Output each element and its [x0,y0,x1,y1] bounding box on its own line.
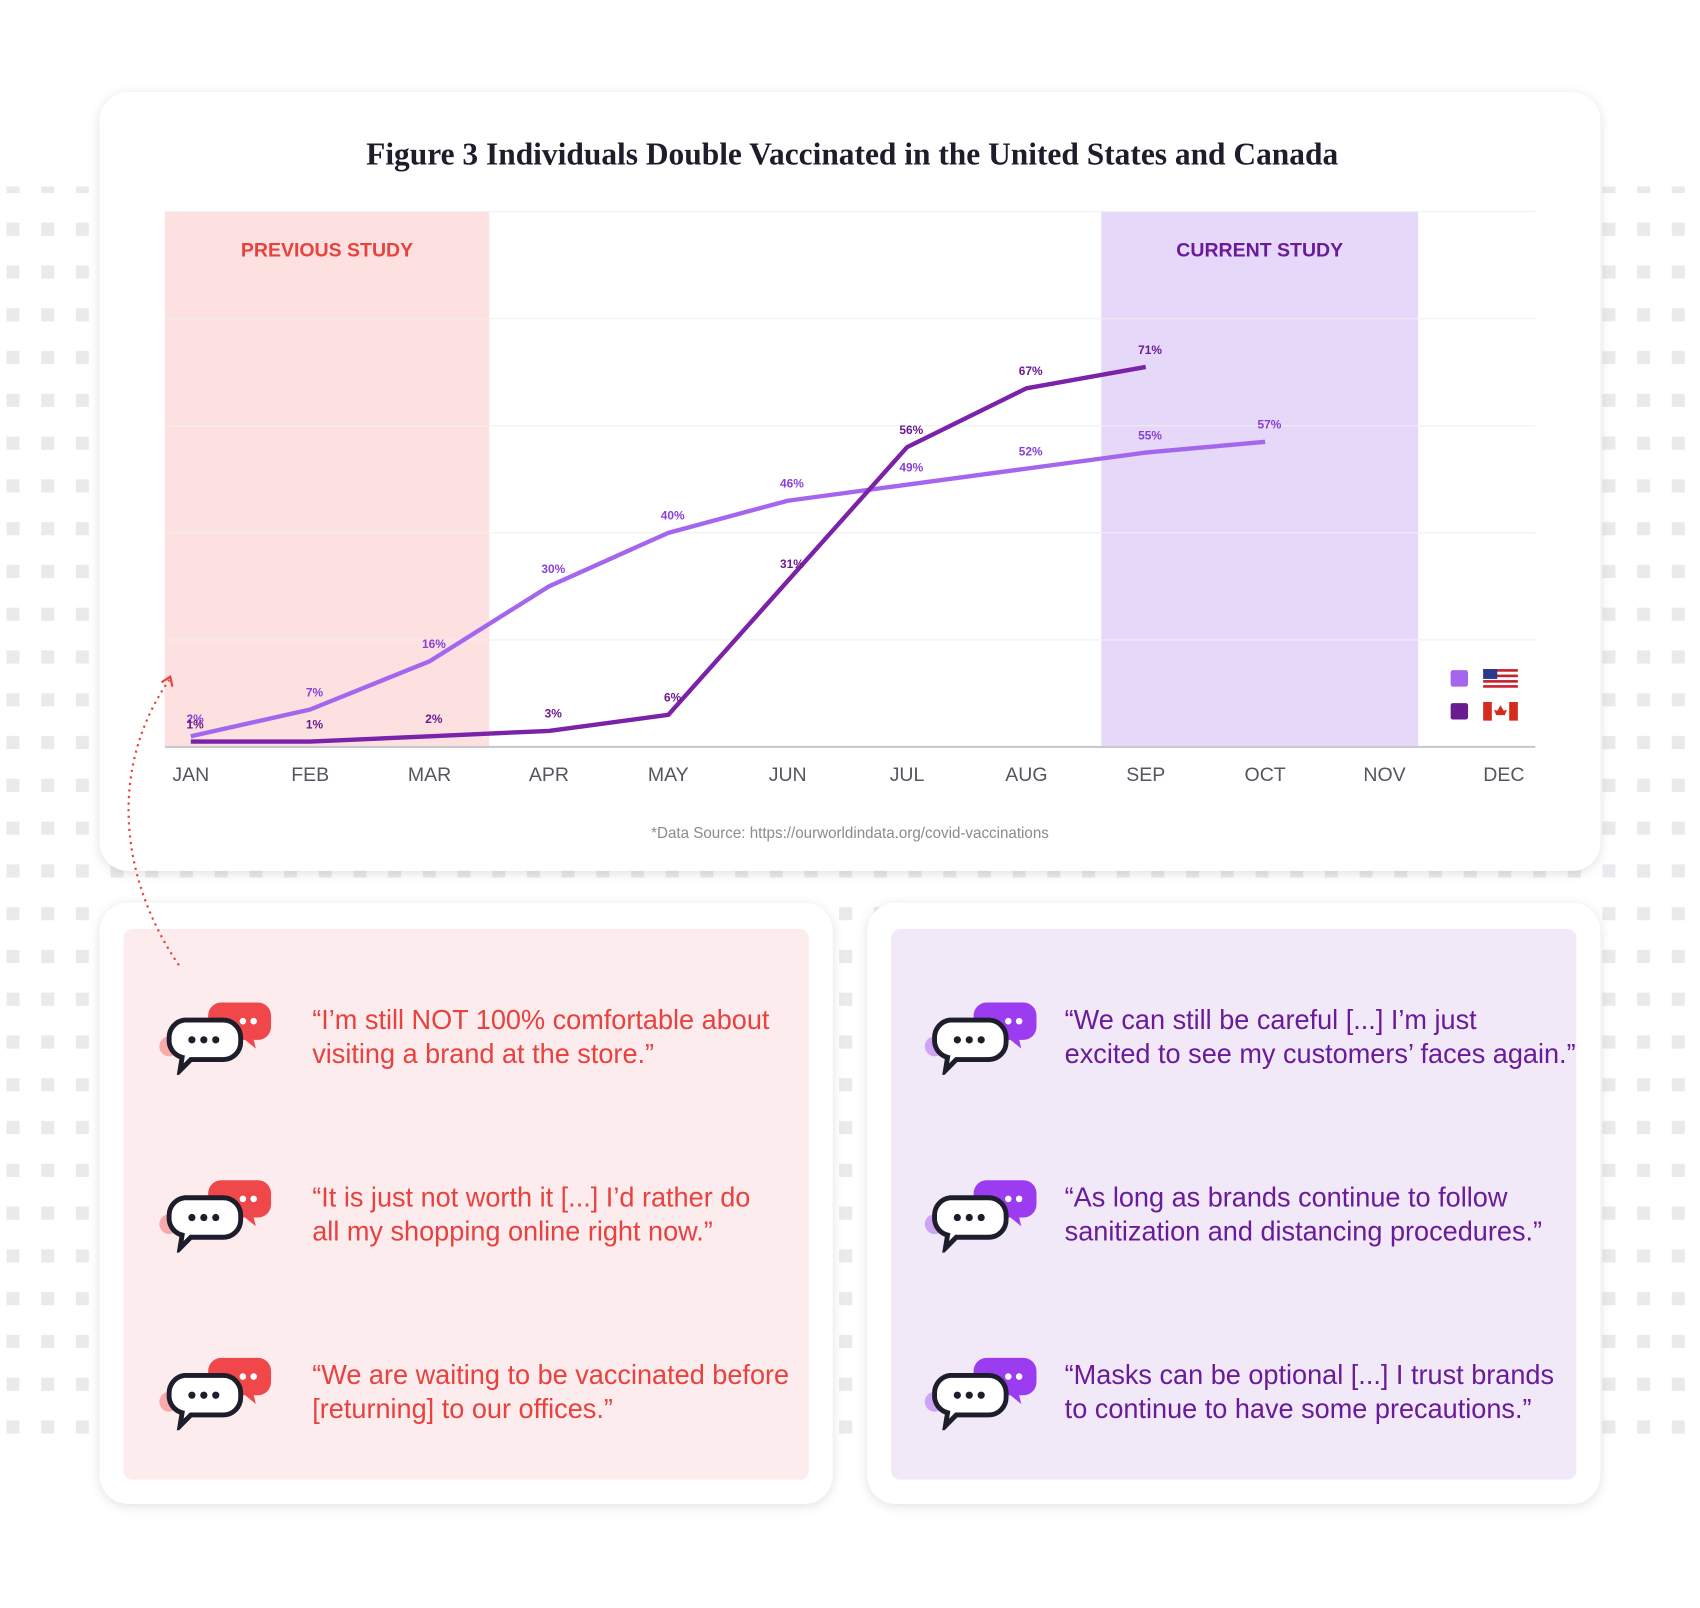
region-label: CURRENT STUDY [1176,240,1343,262]
value-label: 40% [661,509,685,523]
value-label: 67% [1019,364,1043,378]
value-label: 30% [541,562,565,576]
quote-panel-right [891,929,1577,1480]
study-region [164,211,490,747]
quote-line: [returning] to our offices.” [312,1393,613,1424]
quote-line: “It is just not worth it [...] I’d rathe… [312,1181,750,1212]
quote-line: “I’m still NOT 100% comfortable about [312,1004,770,1035]
quote-line: all my shopping online right now.” [312,1215,713,1246]
x-tick-label: SEP [1126,764,1165,786]
series-line [190,439,1266,739]
x-tick-label: AUG [1005,764,1047,786]
quote-line: “Masks can be optional [...] I trust bra… [1065,1359,1554,1390]
quote-line: “As long as brands continue to follow [1065,1181,1508,1212]
quote-line: “We are waiting to be vaccinated before [312,1359,789,1390]
region-label: PREVIOUS STUDY [241,240,413,262]
x-tick-label: JUL [890,764,925,786]
x-tick-label: DEC [1483,764,1524,786]
value-label: 2% [187,712,205,726]
value-label: 71% [1138,343,1162,357]
value-label: 52% [1019,444,1043,458]
value-label: 56% [899,423,923,437]
x-tick-label: APR [529,764,569,786]
data-source: *Data Source: https://ourworldindata.org… [651,825,1049,842]
chart: PREVIOUS STUDY CURRENT STUDY JAN FEB MAR APR M… [164,211,1536,786]
study-region [1101,211,1419,747]
x-tick-label: FEB [291,764,329,786]
x-tick-label: JUN [769,764,807,786]
flag-canada [1483,701,1518,721]
x-tick-label: MAR [408,764,451,786]
value-label: 57% [1258,418,1282,432]
value-label: 1% [187,717,205,731]
quote-line: to continue to have some precautions.” [1065,1393,1532,1424]
quote-line: sanitization and distancing procedures.” [1065,1215,1542,1246]
value-label: 6% [664,691,682,705]
x-tick-label: OCT [1245,764,1286,786]
legend-swatch-canada [1450,703,1468,720]
value-label: 2% [425,712,443,726]
series-line [190,364,1147,744]
quote-line: visiting a brand at the store.” [312,1038,654,1069]
value-label: 55% [1138,428,1162,442]
legend [1450,669,1518,721]
value-label: 1% [306,717,324,731]
value-label: 16% [422,637,446,651]
legend-swatch-us [1450,670,1468,687]
quote-line: “We can still be careful [...] I’m just [1065,1004,1477,1035]
value-label: 7% [306,685,324,699]
chart-title: Figure 3 Individuals Double Vaccinated i… [366,136,1338,171]
quote-line: excited to see my customers’ faces again… [1065,1038,1576,1069]
x-tick-label: MAY [648,764,689,786]
x-tick-label: NOV [1363,764,1405,786]
flag-us [1483,669,1518,688]
pointer-arrow [127,679,180,966]
x-tick-label: JAN [172,764,209,786]
value-label: 49% [899,460,923,474]
value-label: 31% [780,557,804,571]
value-label: 3% [545,707,563,721]
value-label: 46% [780,477,804,491]
quotes: “I’m still NOT 100% comfortable aboutvis… [312,1004,1575,1425]
quote-panel-left [123,929,809,1480]
arrow-head [160,675,174,687]
